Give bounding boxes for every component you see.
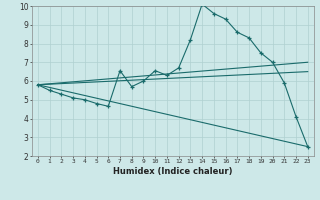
X-axis label: Humidex (Indice chaleur): Humidex (Indice chaleur) <box>113 167 233 176</box>
